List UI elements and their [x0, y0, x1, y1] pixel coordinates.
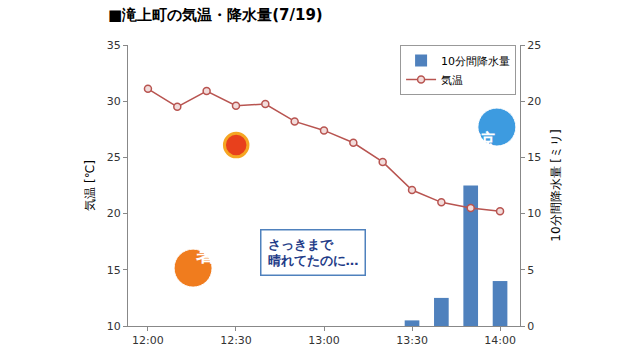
svg-text:■滝上町の気温・降水量(7/19): ■滝上町の気温・降水量(7/19): [108, 6, 323, 24]
svg-text:20: 20: [107, 207, 121, 220]
svg-text:さっきまで晴れてたのに…: さっきまで晴れてたのに…: [268, 237, 359, 269]
svg-text:20: 20: [527, 95, 541, 108]
svg-text:10分間降水量: 10分間降水量: [441, 55, 510, 68]
svg-text:気温 [℃]: 気温 [℃]: [83, 160, 97, 211]
svg-text:15: 15: [107, 264, 121, 277]
svg-text:14:00: 14:00: [484, 334, 516, 347]
svg-text:35: 35: [107, 39, 121, 52]
svg-text:15: 15: [527, 151, 541, 164]
svg-text:13:00: 13:00: [308, 334, 340, 347]
svg-text:0: 0: [527, 320, 534, 333]
svg-text:5: 5: [527, 264, 534, 277]
svg-text:30: 30: [107, 95, 121, 108]
svg-text:暑: 暑: [195, 242, 216, 266]
svg-text:10: 10: [107, 320, 121, 333]
svg-text:13:30: 13:30: [396, 334, 428, 347]
svg-text:12:30: 12:30: [220, 334, 252, 347]
svg-text:25: 25: [107, 151, 121, 164]
svg-text:涼: 涼: [474, 129, 495, 153]
svg-text:気温: 気温: [441, 74, 463, 87]
svg-text:10: 10: [527, 207, 541, 220]
svg-text:10分間降水量 [ミリ]: 10分間降水量 [ミリ]: [549, 129, 563, 241]
svg-text:25: 25: [527, 39, 541, 52]
svg-text:12:00: 12:00: [132, 334, 164, 347]
